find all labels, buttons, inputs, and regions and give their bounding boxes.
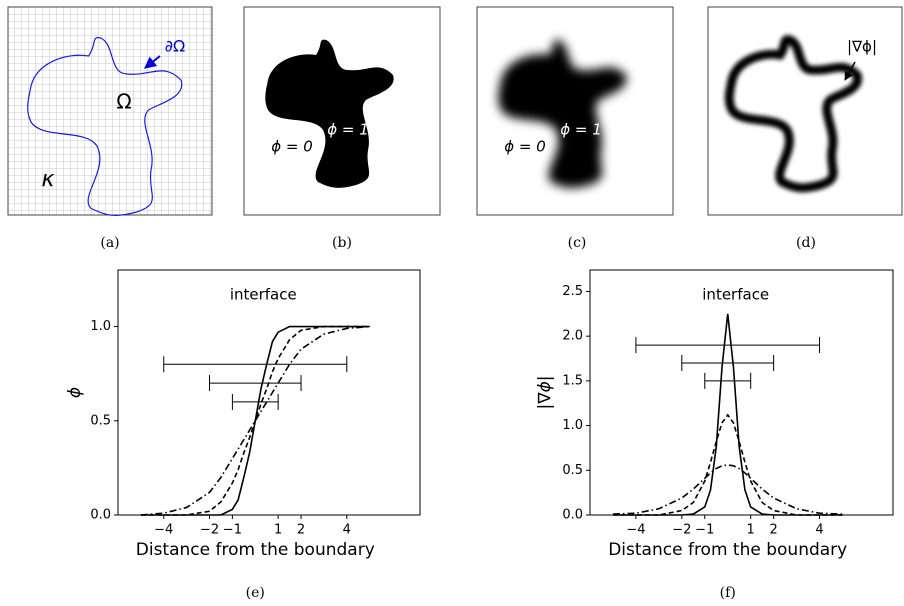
series-line — [612, 464, 843, 515]
plot-frame — [589, 269, 894, 516]
y-tick-label: 1.5 — [562, 373, 583, 388]
x-tick-label: 1 — [747, 523, 755, 538]
y-axis-label: |∇ϕ| — [535, 375, 555, 409]
inside-label: ϕ = 1 — [560, 121, 602, 139]
x-axis-label: Distance from the boundary — [608, 540, 847, 560]
caption: (a) — [100, 235, 119, 251]
y-tick-label: 1.0 — [562, 418, 583, 433]
y-axis-label: ϕ — [65, 387, 85, 398]
y-tick-label: 0.5 — [562, 463, 583, 478]
caption: (d) — [796, 235, 816, 251]
x-tick-label: −2 — [200, 523, 219, 538]
plot-frame — [117, 269, 421, 516]
boundary-label: ∂Ω — [165, 37, 186, 56]
y-tick-label: 2.0 — [562, 329, 583, 344]
caption: (e) — [246, 585, 265, 601]
grid-box — [7, 6, 213, 216]
caption: (b) — [332, 235, 352, 251]
annotation: interface — [230, 286, 297, 304]
y-tick-label: 0.0 — [562, 508, 583, 523]
panel-c: ϕ = 1 ϕ = 0 (c) — [476, 6, 674, 251]
y-tick-label: 0.5 — [90, 413, 111, 428]
y-tick-label: 1.0 — [90, 319, 111, 334]
background-label: κ — [42, 167, 55, 192]
x-tick-label: −1 — [695, 523, 714, 538]
domain-label: Ω — [116, 90, 131, 114]
caption: (c) — [568, 235, 587, 251]
x-tick-label: 1 — [274, 523, 282, 538]
x-tick-label: −1 — [223, 523, 242, 538]
x-tick-label: −4 — [626, 523, 645, 538]
arrow — [844, 61, 856, 81]
x-tick-label: 4 — [343, 523, 351, 538]
x-tick-label: 4 — [815, 523, 823, 538]
panel-b: ϕ = 1 ϕ = 0 (b) — [243, 6, 441, 251]
outside-label: ϕ = 0 — [504, 138, 546, 156]
arrow — [144, 55, 161, 69]
x-axis-label: Distance from the boundary — [136, 540, 375, 560]
series-line — [612, 313, 843, 516]
x-tick-label: 2 — [769, 523, 777, 538]
x-tick-label: 2 — [297, 523, 305, 538]
series-line — [140, 325, 370, 516]
x-tick-label: −4 — [154, 523, 173, 538]
panel-d: |∇ϕ| (d) — [707, 6, 903, 251]
y-tick-label: 0.0 — [90, 508, 111, 523]
x-tick-label: −2 — [672, 523, 691, 538]
annotation: interface — [702, 286, 769, 304]
box — [707, 6, 903, 216]
outside-label: ϕ = 0 — [271, 138, 313, 156]
inside-label: ϕ = 1 — [327, 121, 369, 139]
y-tick-label: 2.5 — [562, 284, 583, 299]
gradient-label: |∇ϕ| — [847, 38, 877, 56]
series-line — [140, 325, 370, 516]
panel-a: ∂Ω Ω κ (a) — [7, 6, 213, 251]
caption: (f) — [720, 585, 736, 601]
series-line — [612, 413, 843, 516]
